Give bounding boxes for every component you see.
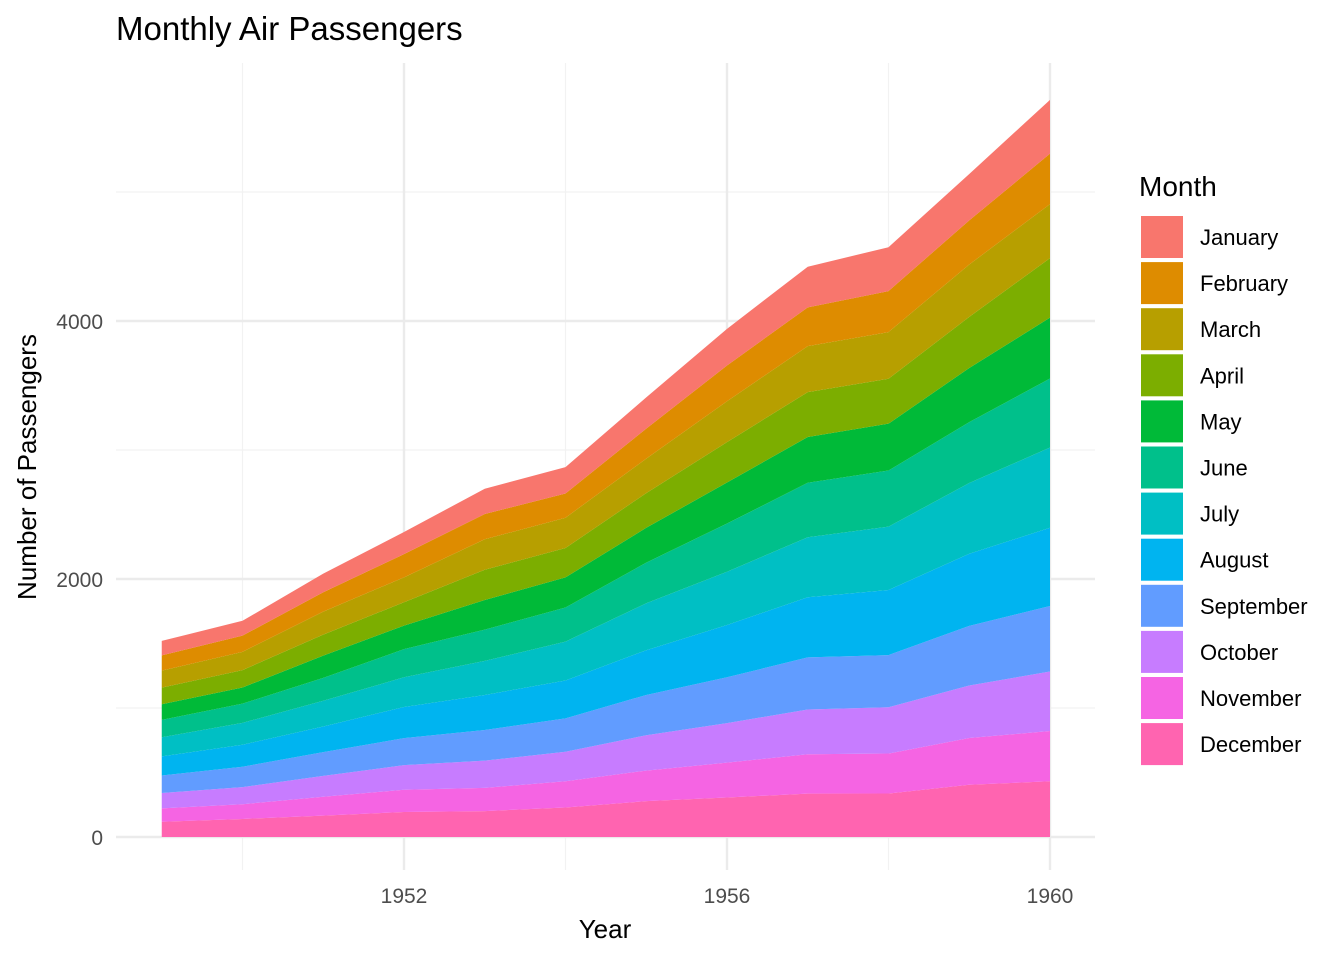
legend-label: May [1200,409,1242,434]
legend-label: August [1200,548,1269,573]
y-axis-label: Number of Passengers [12,334,42,600]
x-axis-ticks: 1952 1956 1960 [381,885,1074,908]
legend-label: October [1200,640,1278,665]
x-tick-label: 1952 [381,885,428,908]
legend-swatch [1141,584,1183,627]
y-tick-label: 0 [91,827,103,850]
legend-swatch [1141,354,1183,397]
legend-label: December [1200,732,1301,757]
legend-label: September [1200,594,1308,619]
legend-title: Month [1139,171,1217,202]
legend-swatch [1141,308,1183,351]
legend-swatch [1141,538,1183,581]
legend-label: January [1200,225,1278,250]
legend-label: June [1200,456,1248,481]
x-tick-label: 1956 [704,885,751,908]
legend-label: February [1200,271,1288,296]
legend-swatch [1141,492,1183,535]
y-tick-label: 4000 [56,311,103,334]
area-july [161,447,1050,757]
area-november [161,730,1050,822]
area-september [161,605,1050,794]
legend: Month January February March April May June Ju… [1139,171,1308,766]
areas [161,99,1050,837]
chart-title: Monthly Air Passengers [116,10,463,47]
y-tick-label: 2000 [56,569,103,592]
legend-swatch [1141,630,1183,673]
area-october [161,671,1050,809]
x-tick-label: 1960 [1027,885,1074,908]
area-august [161,527,1050,776]
x-axis-label: Year [579,914,632,944]
legend-label: July [1200,502,1239,527]
legend-label: November [1200,686,1301,711]
y-axis-ticks: 0 2000 4000 [56,311,103,850]
legend-swatch [1141,446,1183,489]
legend-swatch [1141,262,1183,305]
legend-label: April [1200,363,1244,388]
legend-swatch [1141,677,1183,719]
legend-swatch [1141,400,1183,443]
legend-swatch [1141,216,1183,258]
area-june [161,378,1050,738]
legend-label: March [1200,317,1261,342]
legend-swatch [1141,723,1183,766]
area-december [161,781,1050,837]
